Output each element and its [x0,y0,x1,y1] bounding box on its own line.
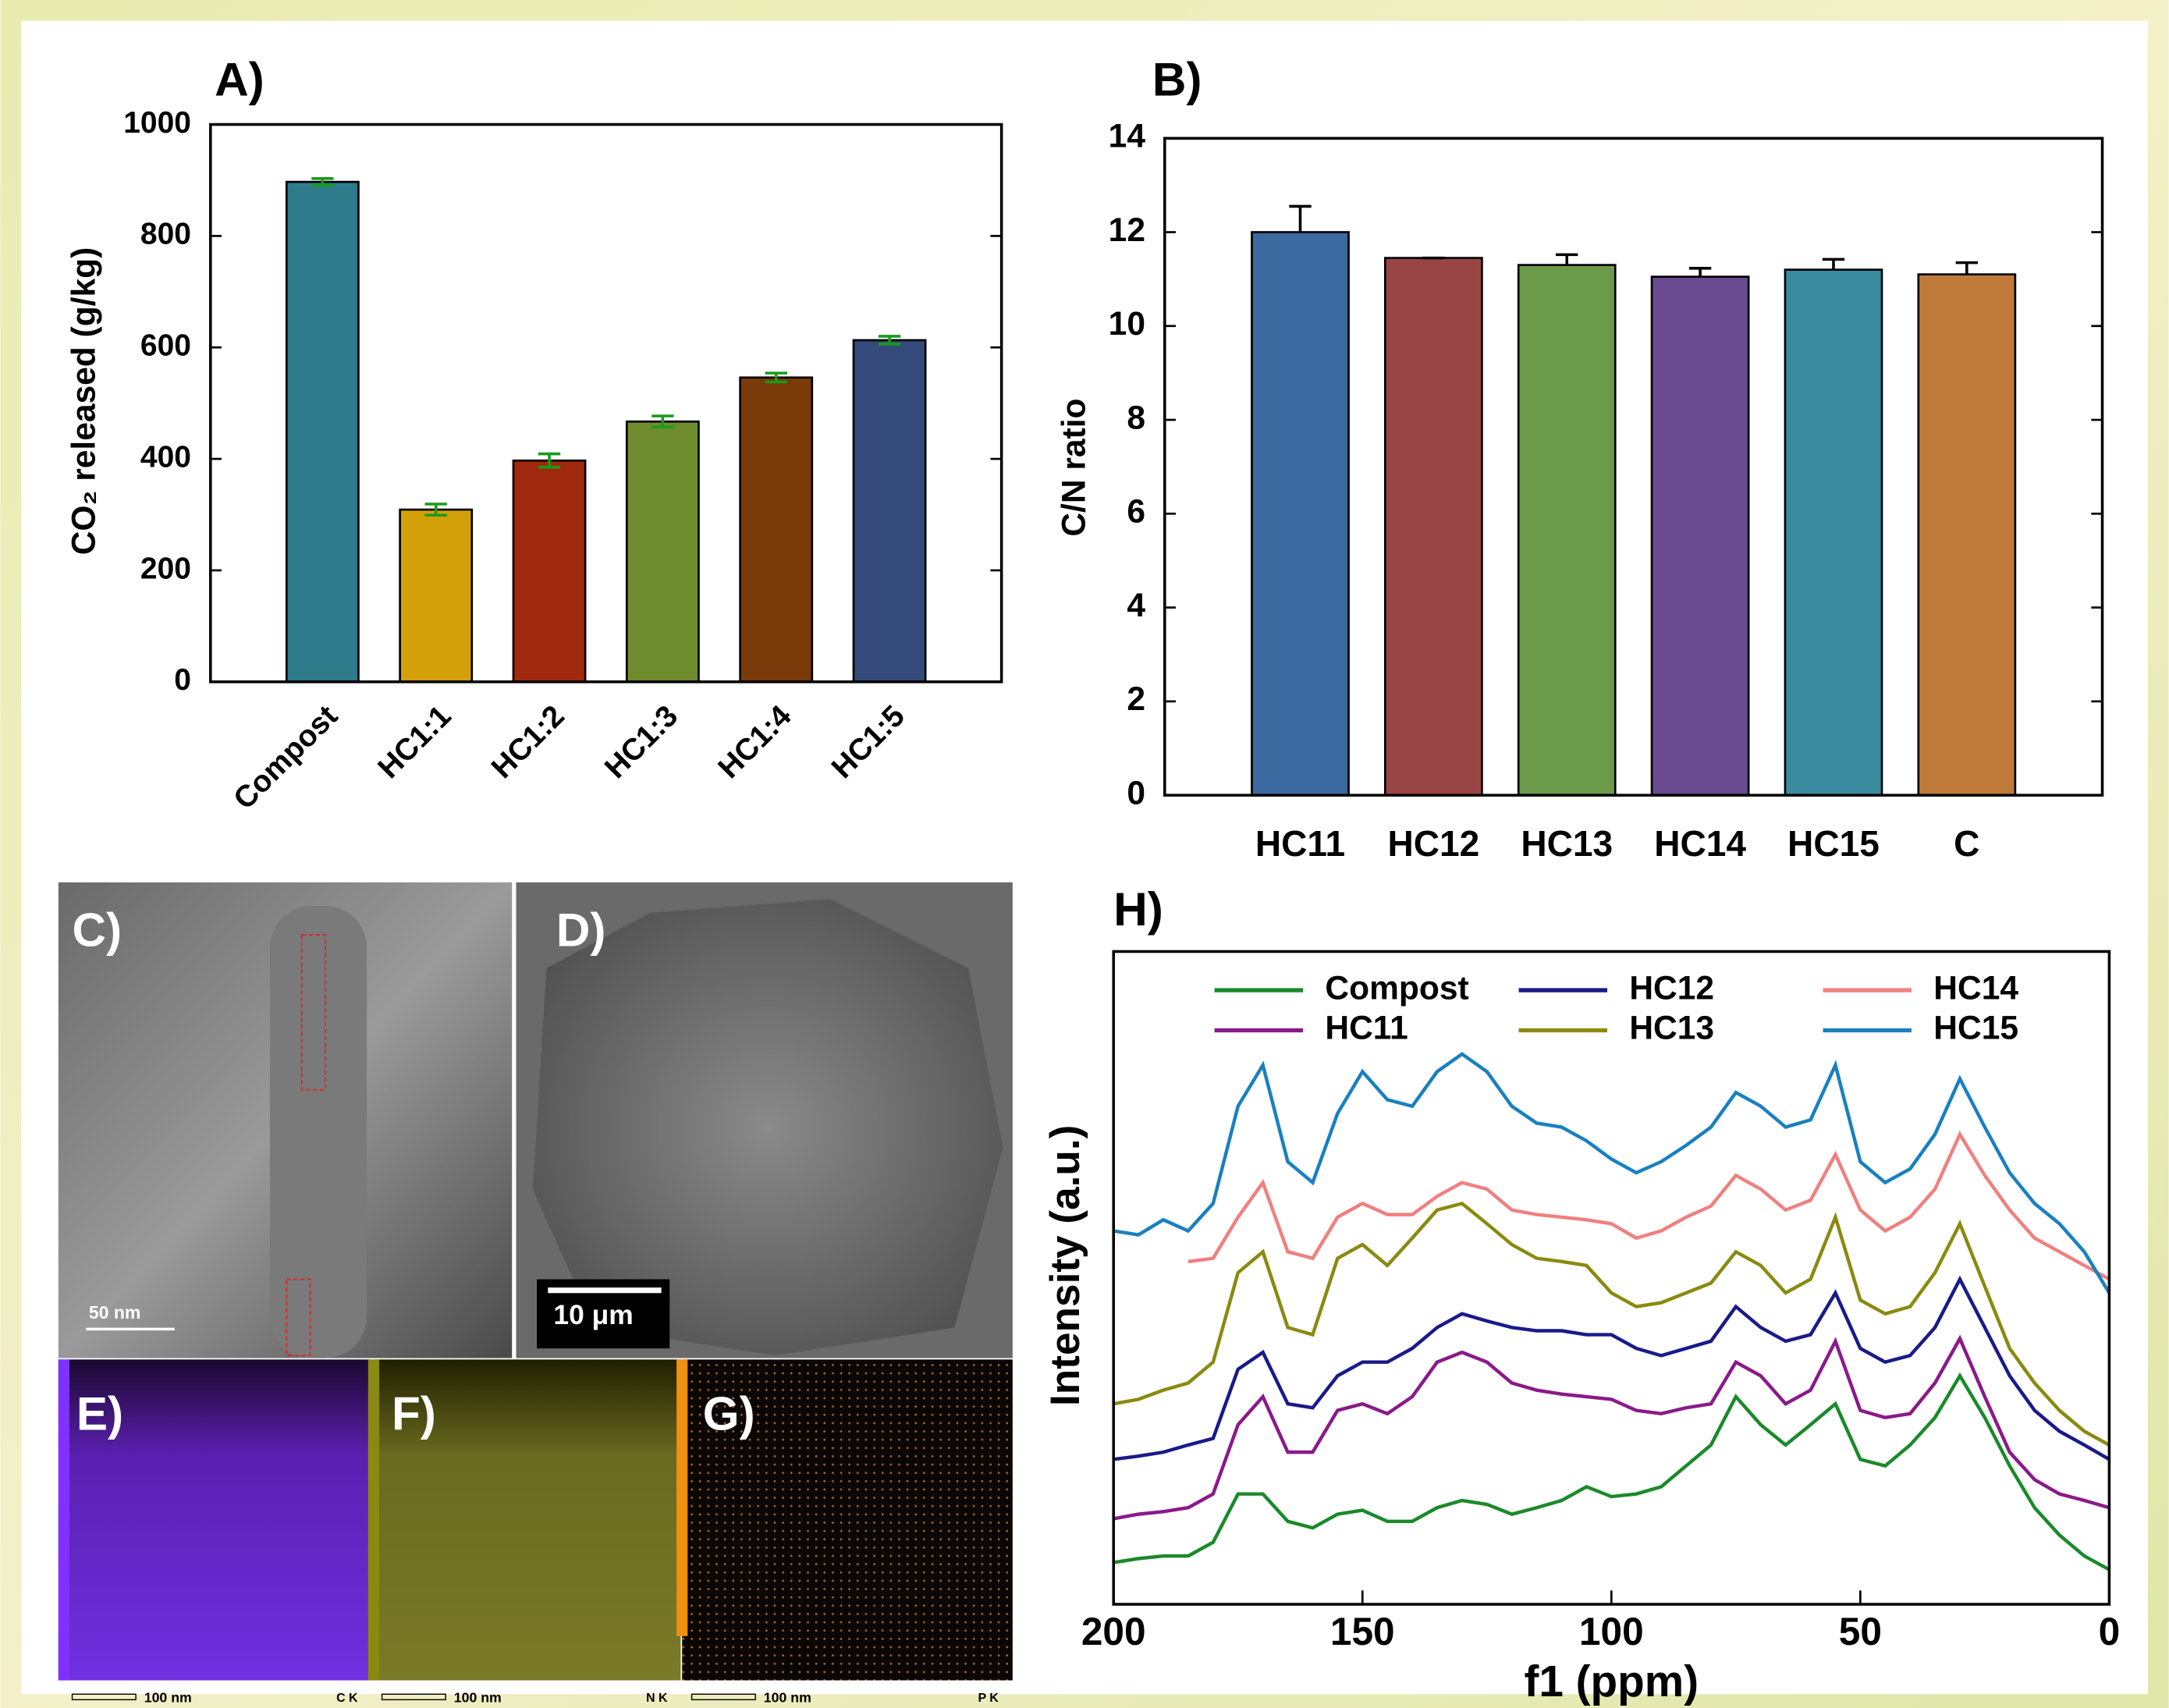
spectrum-line [1187,1130,2110,1281]
particle [532,899,1003,1356]
legend-label: HC13 [1629,1010,1714,1047]
error-bar [878,335,901,346]
scale-label: 100 nm [764,1689,811,1705]
y-tick-label: 200 [140,552,191,585]
element-label: P K [978,1692,999,1705]
y-tick-label: 2 [1127,680,1145,718]
y-tick-label: 6 [1127,493,1145,531]
chart-title: A) [215,52,264,105]
panel-label: F) [392,1387,436,1440]
error-bar [1556,253,1578,265]
spectrum-line [1113,1334,2110,1521]
scale-label: 100 nm [454,1689,502,1705]
x-tick-label: C [1954,823,1979,864]
error-bar [765,371,787,384]
error-bar [651,414,674,429]
nanotube [270,905,367,1358]
x-tick-label: HC13 [1521,823,1613,864]
scale-label: 100 nm [144,1689,192,1705]
y-tick-label: 800 [140,218,191,251]
y-tick-label: 0 [1127,774,1145,811]
x-tick-label: HC15 [1787,823,1880,864]
x-tick-label: 0 [2099,1610,2121,1653]
error-bar [311,177,334,187]
error-bar [1822,257,1845,270]
y-tick-label: 400 [140,440,191,474]
element-label: C K [336,1692,358,1705]
error-bar [1955,261,1979,275]
bar [1917,273,2017,797]
bar [512,459,587,684]
y-tick-label: 4 [1127,587,1145,624]
spectrum-line [1113,1201,2110,1447]
element-label: N K [646,1692,668,1705]
bar [285,180,360,684]
bar [1517,264,1617,797]
scale-bar [71,1693,137,1701]
y-tick-label: 0 [174,663,191,697]
error-bar [1688,267,1712,277]
color-bar [58,1359,70,1681]
bar [739,376,814,684]
legend-label: HC11 [1325,1010,1408,1047]
legend-label: Compost [1325,969,1468,1007]
spectrum-line [1113,1372,2110,1571]
chart-title: B) [1152,52,1202,105]
scale-label: 50 nm [89,1302,141,1323]
spectrum-line [1113,1052,2111,1294]
error-bar [424,502,447,517]
error-bar [538,452,561,469]
legend-label: HC15 [1933,1010,2018,1047]
color-bar [676,1359,688,1636]
legend-label: HC14 [1933,969,2018,1007]
bar [852,339,927,684]
x-tick-label: 150 [1330,1610,1395,1653]
scale-bar [690,1693,756,1701]
eds-map [58,1359,371,1681]
y-axis-label: CO₂ released (g/kg) [66,247,103,556]
panel-label: C) [73,903,122,956]
x-tick-label: 50 [1839,1610,1882,1653]
x-axis-label: f1 (ppm) [1524,1657,1699,1706]
y-axis-label: Intensity (a.u.) [1042,1125,1088,1406]
eds-map [373,1359,681,1681]
scale-label: 10 μm [553,1299,633,1330]
bar [625,420,700,684]
y-tick-label: 1000 [123,106,191,140]
panel-label: D) [556,903,606,956]
x-tick-label: HC14 [1654,823,1746,864]
bar [1784,268,1883,797]
spectrum-line [1113,1275,2110,1461]
bar [1251,231,1350,797]
panel-label: E) [76,1387,123,1440]
legend-label: HC12 [1629,969,1714,1007]
x-tick-label: 200 [1081,1610,1146,1653]
y-tick-label: 8 [1127,399,1145,436]
bar [399,508,474,684]
error-bar [1289,204,1312,233]
region-box [300,934,326,1091]
panel-label: G) [703,1387,755,1440]
eds-map [682,1359,1013,1681]
bar [1650,275,1750,797]
y-tick-label: 600 [140,329,191,363]
scale-bar [381,1693,446,1701]
x-tick-label: 100 [1579,1610,1644,1653]
x-tick-label: HC12 [1387,823,1479,864]
chart-title: H) [1113,882,1163,936]
y-axis-label: C/N ratio [1056,399,1093,537]
plot-frame [209,123,1003,684]
y-tick-label: 10 [1109,305,1145,343]
x-tick-label: HC11 [1255,823,1345,864]
y-tick-label: 12 [1109,211,1145,249]
plot-frame [1163,137,2104,797]
region-box [286,1278,311,1356]
color-bar [367,1359,380,1681]
y-tick-label: 14 [1109,117,1146,154]
bar [1384,257,1483,797]
plot-frame [1112,950,2111,1606]
